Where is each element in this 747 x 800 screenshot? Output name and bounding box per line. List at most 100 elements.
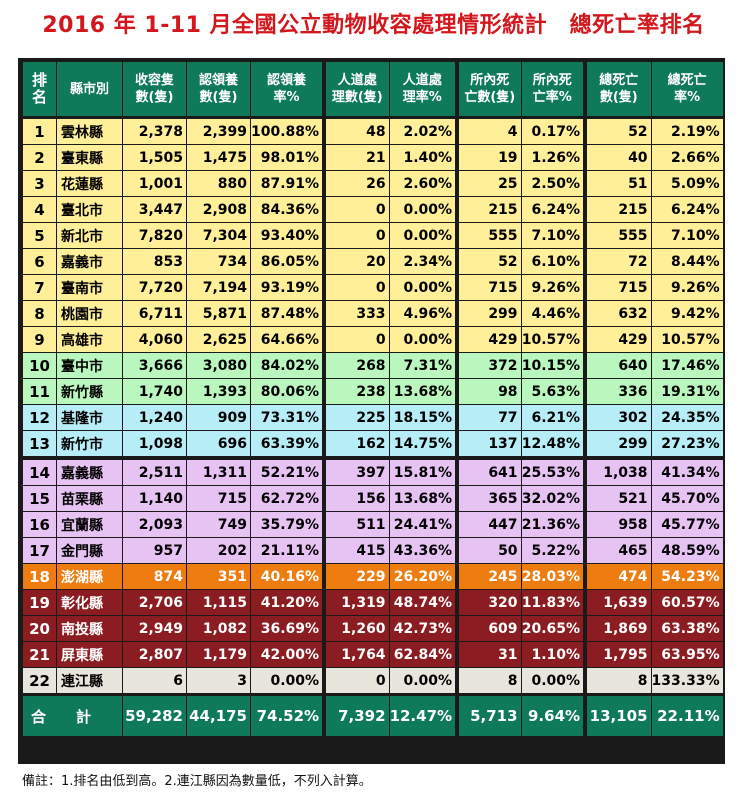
cell-city: 高雄市 bbox=[56, 326, 123, 353]
cell-shelter-death-rate: 6.10% bbox=[520, 248, 586, 275]
cell-total-death: 465 bbox=[583, 537, 652, 564]
cell-euth-rate: 14.75% bbox=[388, 430, 458, 457]
cell-total-death: 632 bbox=[583, 300, 652, 327]
table-row: 6 嘉義市 853 734 86.05% 20 2.34% 52 6.10% 72 8.44% bbox=[22, 248, 723, 275]
table-row: 17 金門縣 957 202 21.11% 415 43.36% 50 5.22% 465 48.5… bbox=[22, 537, 723, 564]
cell-shelter-death-rate: 5.22% bbox=[520, 537, 586, 564]
column-header-line2: 亡數(隻) bbox=[464, 90, 516, 105]
cell-total-death: 215 bbox=[583, 196, 652, 223]
cell-adopt: 3,080 bbox=[186, 352, 251, 379]
cell-adopt: 1,393 bbox=[186, 378, 251, 405]
cell-shelter-death: 50 bbox=[455, 537, 522, 564]
cell-euth: 26 bbox=[322, 170, 390, 197]
cell-euth: 20 bbox=[322, 248, 390, 275]
cell-euth: 0 bbox=[322, 274, 390, 301]
cell-total-death: 1,639 bbox=[583, 589, 652, 616]
cell-adopt-rate: 21.11% bbox=[250, 537, 325, 564]
column-header-line1: 人道處 bbox=[337, 73, 377, 88]
cell-total-death: 555 bbox=[583, 222, 652, 249]
cell-shelter-death-rate: 11.83% bbox=[520, 589, 586, 616]
cell-total-death: 51 bbox=[583, 170, 652, 197]
cell-city: 嘉義市 bbox=[56, 248, 123, 275]
cell-shelter-death-rate: 20.65% bbox=[520, 615, 586, 642]
cell-total-death-rate: 24.35% bbox=[650, 404, 723, 431]
cell-euth: 21 bbox=[322, 144, 390, 171]
cell-rank: 22 bbox=[22, 667, 57, 695]
cell-city: 基隆市 bbox=[56, 404, 123, 431]
cell-adopt: 202 bbox=[186, 537, 251, 564]
cell-total-death: 1,795 bbox=[583, 641, 652, 668]
cell-shelter-death-rate: 0.00% bbox=[520, 667, 586, 695]
cell-total-death-rate: 48.59% bbox=[650, 537, 723, 564]
cell-adopt-rate: 73.31% bbox=[250, 404, 325, 431]
column-header-7: 所內死 亡數(隻) bbox=[455, 62, 522, 119]
totals-euth-rate: 12.47% bbox=[388, 693, 458, 737]
cell-total-death-rate: 9.42% bbox=[650, 300, 723, 327]
table-frame: 排名縣市別 收容隻 數(隻) 認領養 數(隻) 認領養 率% 人道處 理數(隻) 人道處 理率% 所內… bbox=[18, 58, 725, 764]
cell-total-death-rate: 6.24% bbox=[650, 196, 723, 223]
cell-adopt-rate: 93.19% bbox=[250, 274, 325, 301]
cell-euth: 0 bbox=[322, 196, 390, 223]
column-header-line1: 認領養 bbox=[198, 73, 238, 88]
cell-adopt-rate: 0.00% bbox=[250, 667, 325, 695]
column-header-5: 人道處 理數(隻) bbox=[322, 62, 390, 119]
cell-shelter-death: 447 bbox=[455, 511, 522, 538]
cell-intake: 1,098 bbox=[122, 430, 187, 457]
cell-euth-rate: 1.40% bbox=[388, 144, 458, 171]
column-header-line1: 總死亡 bbox=[667, 73, 707, 88]
cell-adopt: 2,399 bbox=[186, 117, 251, 145]
cell-intake: 2,093 bbox=[122, 511, 187, 538]
cell-shelter-death: 31 bbox=[455, 641, 522, 668]
cell-total-death-rate: 60.57% bbox=[650, 589, 723, 616]
cell-adopt: 3 bbox=[186, 667, 251, 695]
cell-city: 新北市 bbox=[56, 222, 123, 249]
cell-shelter-death: 52 bbox=[455, 248, 522, 275]
cell-euth: 397 bbox=[322, 460, 390, 486]
cell-total-death: 1,038 bbox=[583, 460, 652, 486]
column-header-line2: 數(隻) bbox=[135, 90, 174, 105]
table-row: 15 苗栗縣 1,140 715 62.72% 156 13.68% 365 32.02% 521… bbox=[22, 485, 723, 512]
cell-euth: 238 bbox=[322, 378, 390, 405]
cell-adopt-rate: 87.48% bbox=[250, 300, 325, 327]
cell-euth: 162 bbox=[322, 430, 390, 457]
cell-total-death-rate: 133.33% bbox=[650, 667, 723, 695]
cell-adopt: 749 bbox=[186, 511, 251, 538]
cell-intake: 2,949 bbox=[122, 615, 187, 642]
cell-intake: 1,505 bbox=[122, 144, 187, 171]
column-header-4: 認領養 率% bbox=[250, 62, 325, 119]
table-row: 5 新北市 7,820 7,304 93.40% 0 0.00% 555 7.10% 555 7.1… bbox=[22, 222, 723, 249]
cell-euth: 1,319 bbox=[322, 589, 390, 616]
cell-intake: 6,711 bbox=[122, 300, 187, 327]
cell-adopt: 5,871 bbox=[186, 300, 251, 327]
cell-intake: 2,807 bbox=[122, 641, 187, 668]
table-row: 13 新竹市 1,098 696 63.39% 162 14.75% 137 12.48% 299… bbox=[22, 430, 723, 457]
cell-euth-rate: 4.96% bbox=[388, 300, 458, 327]
cell-euth: 156 bbox=[322, 485, 390, 512]
cell-city: 苗栗縣 bbox=[56, 485, 123, 512]
cell-euth-rate: 62.84% bbox=[388, 641, 458, 668]
cell-total-death: 474 bbox=[583, 563, 652, 590]
cell-city: 桃園市 bbox=[56, 300, 123, 327]
totals-adopt: 44,175 bbox=[186, 693, 251, 737]
cell-shelter-death: 137 bbox=[455, 430, 522, 457]
page-title: 2016 年 1-11 月全國公立動物收容處理情形統計 總死亡率排名 bbox=[42, 13, 705, 38]
cell-shelter-death: 641 bbox=[455, 460, 522, 486]
cell-rank: 10 bbox=[22, 352, 57, 379]
cell-adopt-rate: 84.02% bbox=[250, 352, 325, 379]
cell-shelter-death: 299 bbox=[455, 300, 522, 327]
table-row: 10 臺中市 3,666 3,080 84.02% 268 7.31% 372 10.15% 64… bbox=[22, 352, 723, 379]
cell-total-death-rate: 10.57% bbox=[650, 326, 723, 353]
table-row: 1 雲林縣 2,378 2,399 100.88% 48 2.02% 4 0.17% 52 2.19… bbox=[22, 117, 723, 145]
cell-euth-rate: 13.68% bbox=[388, 378, 458, 405]
cell-total-death-rate: 2.19% bbox=[650, 117, 723, 145]
cell-intake: 1,240 bbox=[122, 404, 187, 431]
cell-adopt: 880 bbox=[186, 170, 251, 197]
cell-city: 南投縣 bbox=[56, 615, 123, 642]
cell-euth-rate: 7.31% bbox=[388, 352, 458, 379]
cell-city: 新竹市 bbox=[56, 430, 123, 457]
cell-city: 彰化縣 bbox=[56, 589, 123, 616]
cell-shelter-death-rate: 2.50% bbox=[520, 170, 586, 197]
column-header-line1: 人道處 bbox=[402, 73, 442, 88]
cell-total-death-rate: 63.95% bbox=[650, 641, 723, 668]
cell-adopt-rate: 80.06% bbox=[250, 378, 325, 405]
